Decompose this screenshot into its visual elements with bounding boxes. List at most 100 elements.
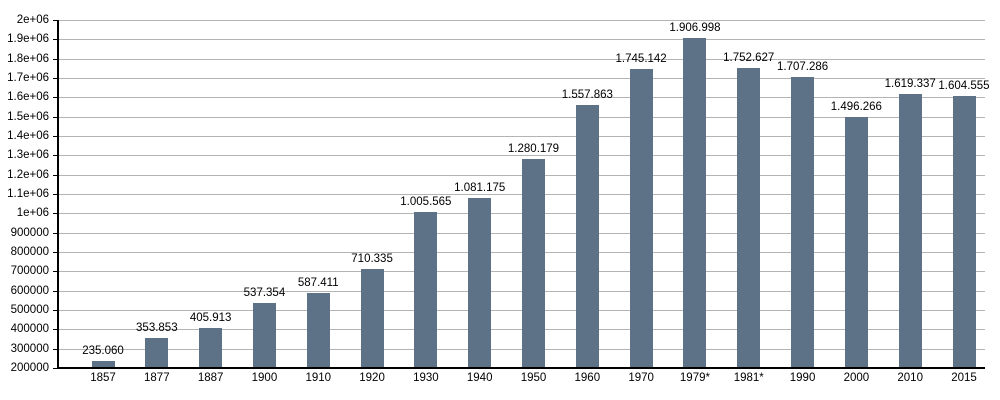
bar-value-label: 1.619.337: [884, 77, 936, 90]
bar-value-label: 1.906.998: [669, 21, 721, 34]
bar: [898, 93, 922, 368]
x-axis-tick-label: 1900: [251, 372, 278, 384]
y-axis-tick-label: 400000: [10, 323, 49, 336]
y-gridline: [58, 232, 985, 234]
y-axis-tick-label: 1.1e+06: [7, 188, 49, 200]
y-axis-tick: [53, 271, 58, 273]
y-gridline: [58, 58, 985, 60]
y-axis-tick: [53, 290, 58, 292]
y-axis-tick-label: 1.6e+06: [7, 91, 49, 104]
y-axis-tick: [53, 20, 58, 21]
x-axis-tick-label: 1857: [90, 372, 116, 384]
bar-value-label: 405.913: [189, 312, 232, 325]
y-axis-tick-label: 600000: [10, 284, 49, 297]
y-gridline: [58, 213, 985, 215]
bar-value-label: 1.604.555: [938, 80, 990, 93]
x-axis-tick-label: 1920: [359, 372, 385, 384]
y-axis-line: [57, 20, 59, 368]
bar-value-label: 587.411: [297, 277, 339, 290]
bar: [145, 338, 169, 368]
bar-value-label: 1.280.179: [507, 143, 560, 156]
y-gridline: [58, 310, 985, 311]
y-axis-tick: [53, 136, 58, 137]
y-axis-tick: [53, 174, 58, 176]
bar: [252, 302, 276, 368]
x-axis-tick-label: 1960: [574, 372, 601, 384]
y-axis-tick-label: 200000: [10, 362, 49, 374]
bar: [791, 76, 815, 368]
bar: [575, 105, 599, 368]
bar-value-label: 1.557.863: [561, 89, 613, 102]
bar: [199, 328, 223, 368]
bar: [522, 159, 545, 368]
y-gridline: [58, 348, 985, 350]
x-axis-tick-label: 2000: [843, 372, 870, 384]
bar: [91, 361, 115, 368]
x-axis-tick-label: 1970: [628, 372, 654, 384]
bar: [360, 269, 384, 368]
y-axis-tick-label: 1.7e+06: [7, 72, 49, 84]
y-gridline: [58, 155, 985, 157]
bar: [844, 117, 868, 368]
y-axis-tick-label: 800000: [10, 246, 49, 258]
y-gridline: [58, 329, 985, 331]
y-gridline: [58, 97, 985, 99]
y-axis-tick-label: 1.8e+06: [7, 52, 49, 65]
y-axis-tick: [53, 329, 58, 331]
y-gridline: [58, 271, 985, 273]
y-axis-tick-label: 500000: [10, 304, 49, 316]
y-axis-tick-label: 2e+06: [16, 14, 49, 26]
y-axis-tick-label: 1.4e+06: [7, 130, 49, 142]
y-axis-tick-label: 900000: [10, 226, 49, 239]
y-axis-tick: [53, 213, 58, 215]
bar-value-label: 1.005.565: [400, 196, 452, 209]
bar: [629, 69, 653, 368]
x-axis-tick-label: 1950: [520, 372, 547, 384]
y-gridline: [58, 252, 985, 253]
x-axis-tick-label: 2015: [951, 372, 977, 384]
bar: [468, 197, 492, 368]
y-axis-tick: [53, 348, 58, 350]
bar-value-label: 235.060: [82, 345, 124, 358]
y-gridline: [58, 20, 985, 21]
x-axis-tick-label: 1981*: [733, 372, 764, 384]
y-axis-tick-label: 1.2e+06: [7, 168, 49, 181]
y-axis-tick-label: 1e+06: [16, 207, 49, 220]
y-axis-tick: [53, 97, 58, 99]
y-axis-tick: [53, 252, 58, 253]
y-axis-tick-label: 1.3e+06: [7, 149, 49, 162]
y-gridline: [58, 116, 985, 118]
y-axis-tick: [53, 78, 58, 79]
y-axis-tick-label: 1.5e+06: [7, 110, 49, 123]
y-axis-tick: [53, 310, 58, 311]
y-axis-tick-label: 1.9e+06: [7, 33, 49, 46]
bar-value-label: 1.081.175: [454, 181, 506, 194]
x-axis-tick-label: 1990: [789, 372, 816, 384]
bar-value-label: 1.496.266: [830, 101, 882, 114]
bar-value-label: 710.335: [351, 253, 393, 266]
x-axis-tick-label: 1930: [413, 372, 439, 384]
bar-value-label: 1.752.627: [723, 51, 775, 64]
bar: [737, 67, 761, 368]
x-axis-line: [57, 367, 985, 369]
x-axis-tick-label: 1887: [197, 372, 224, 384]
bar-value-label: 1.745.142: [615, 53, 667, 66]
y-gridline: [58, 194, 985, 195]
y-gridline: [58, 39, 985, 41]
y-gridline: [58, 136, 985, 137]
bar-value-label: 353.853: [136, 322, 178, 335]
bar: [414, 212, 438, 368]
y-axis-tick: [53, 39, 58, 41]
bar: [952, 96, 976, 368]
bar: [306, 293, 330, 368]
y-axis-tick: [53, 194, 58, 195]
bar-value-label: 1.707.286: [776, 60, 829, 73]
y-gridline: [58, 78, 985, 79]
y-axis-tick: [53, 116, 58, 118]
y-axis-tick: [53, 58, 58, 60]
x-axis-tick-label: 1979*: [679, 372, 710, 384]
x-axis-tick-label: 1940: [466, 372, 493, 384]
y-axis-tick-label: 300000: [10, 342, 49, 355]
y-gridline: [58, 174, 985, 176]
